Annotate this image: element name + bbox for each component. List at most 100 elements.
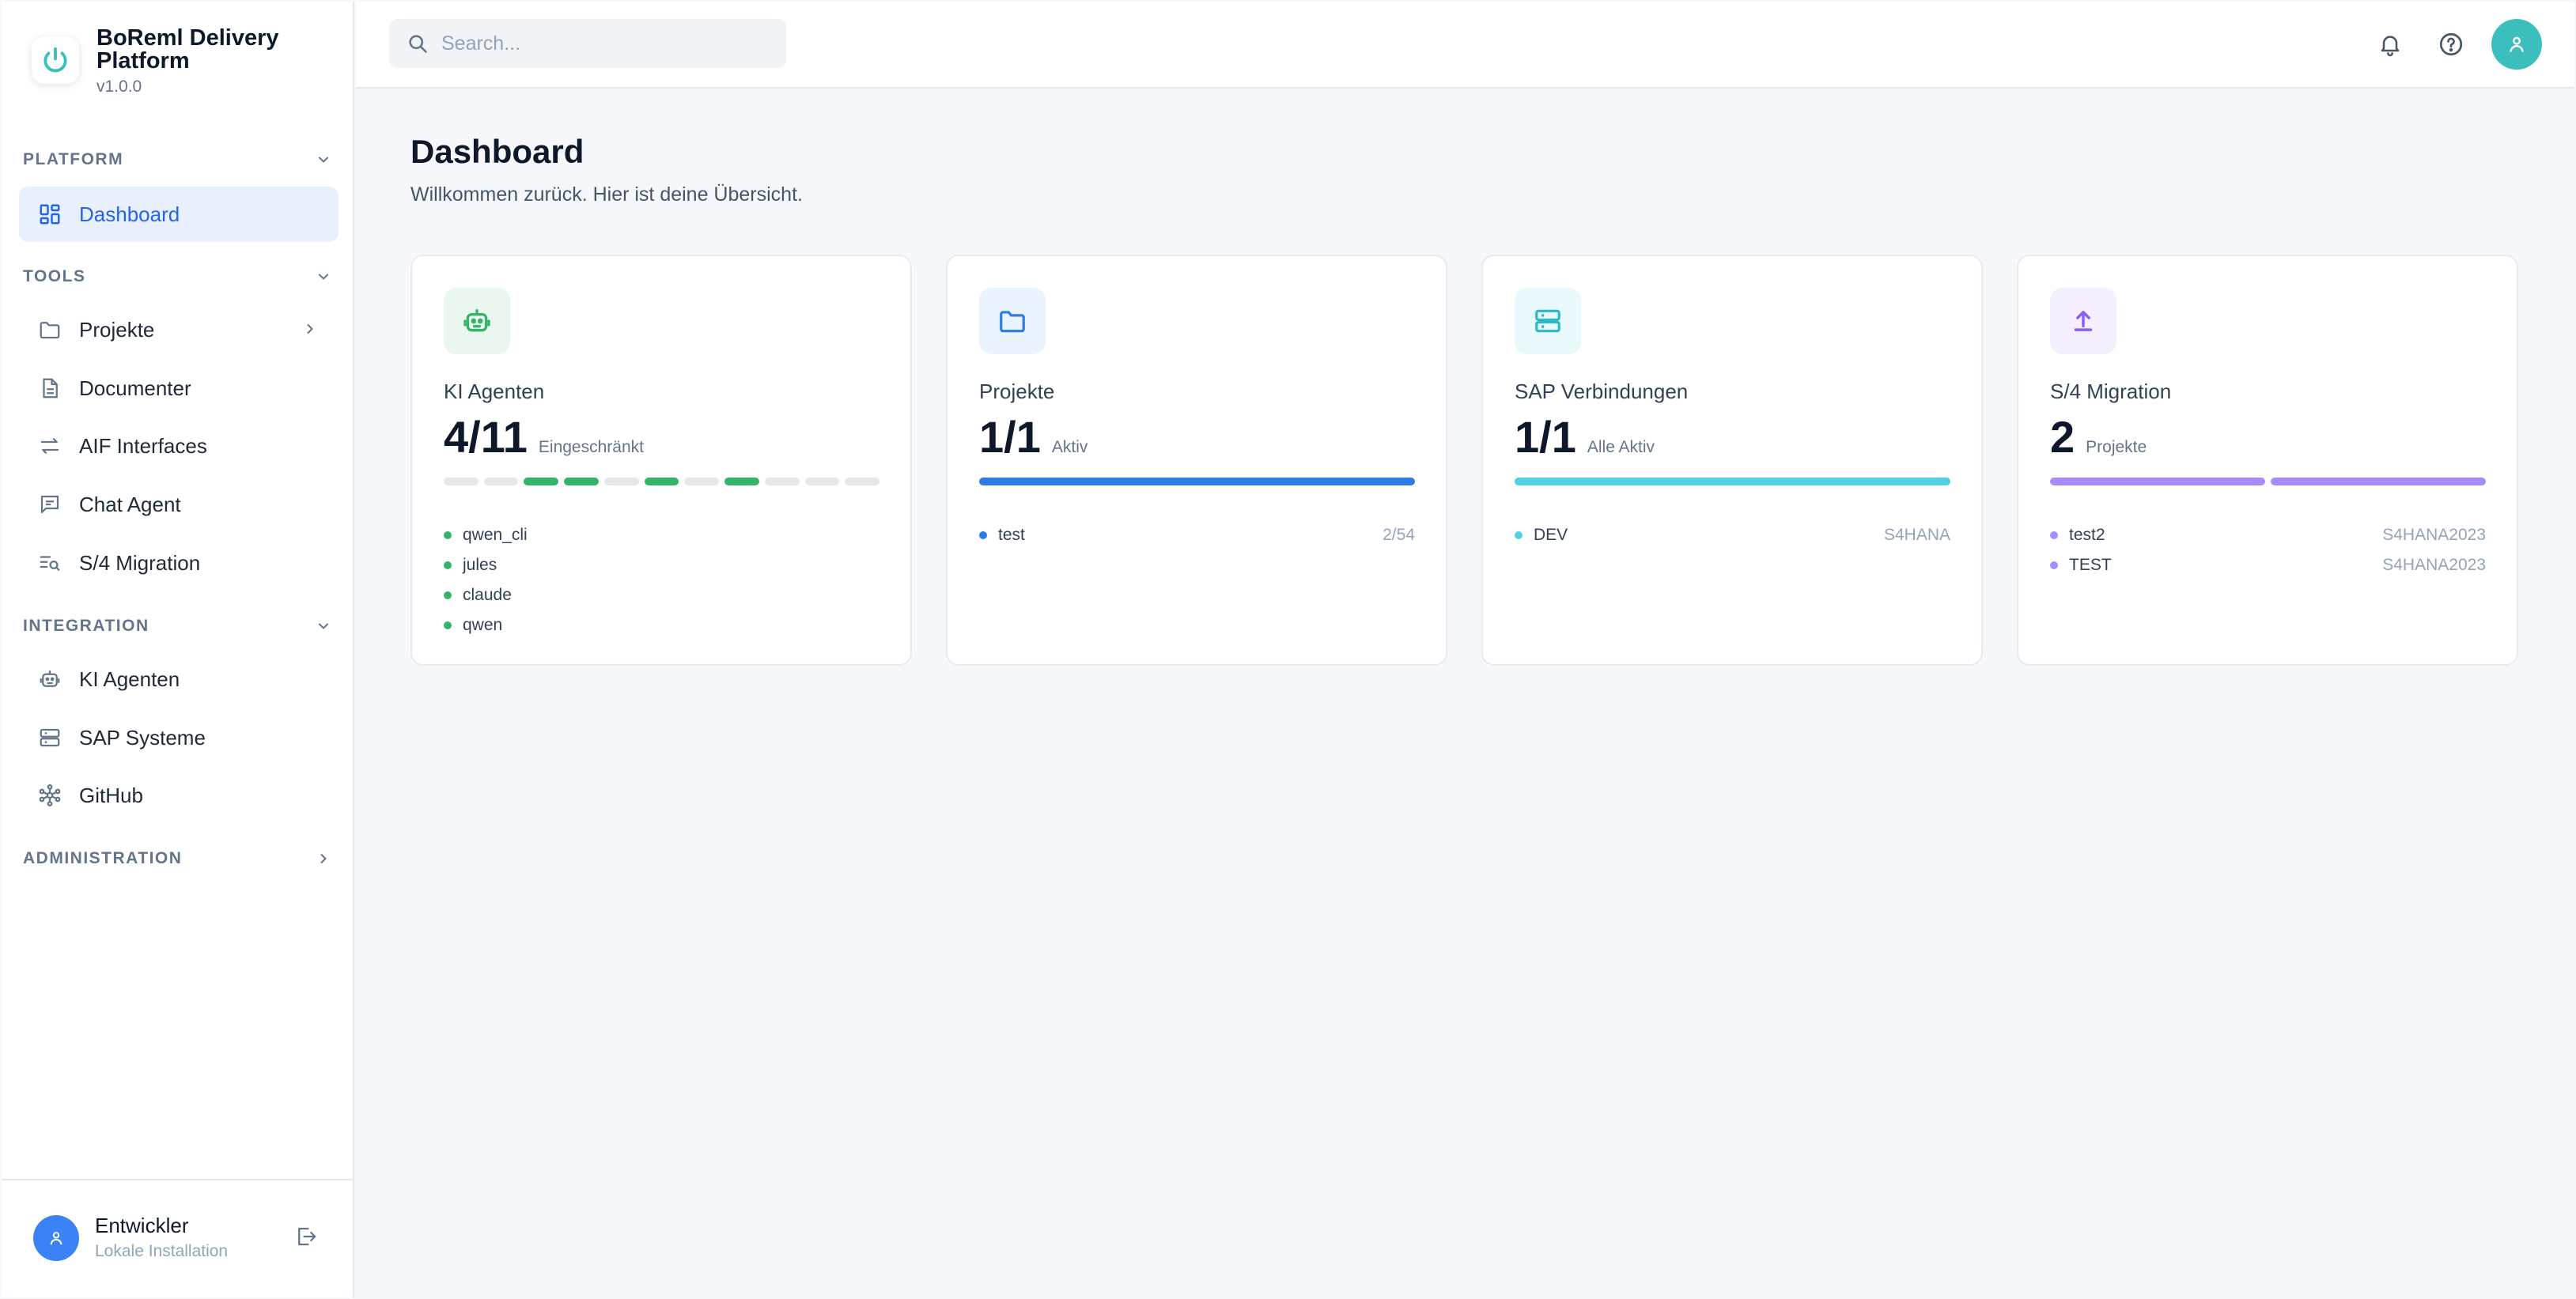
sidebar-item-s4-migration[interactable]: S/4 Migration [19,535,339,591]
status-dot [979,531,987,539]
chevron-down-icon [319,157,328,163]
sidebar-item-projekte[interactable]: Projekte [19,302,339,357]
section-administration-label: ADMINISTRATION [23,849,183,867]
section-tools-label: TOOLS [23,267,86,285]
list-item-name: TEST [2069,556,2112,574]
section-platform[interactable]: PLATFORM [23,150,331,169]
arrows-swap-icon [36,432,63,459]
list-item[interactable]: DEV S4HANA [1515,520,1950,550]
bar-segment [444,478,479,485]
logout-button[interactable] [294,1225,318,1252]
sidebar-item-label: GitHub [79,783,143,807]
list-item-name: qwen [463,616,503,634]
list-item-meta: S4HANA2023 [2382,526,2486,544]
upload-icon [2050,288,2116,354]
card-sap-verbindungen[interactable]: SAP Verbindungen 1/1 Alle Aktiv DEV S4HAN… [1481,255,1983,666]
list-item[interactable]: test2 S4HANA2023 [2050,520,2486,550]
progress-fill [1515,478,1950,485]
sidebar-item-sap-systeme[interactable]: SAP Systeme [19,710,339,765]
status-dot [444,591,452,599]
section-integration[interactable]: INTEGRATION [23,617,331,636]
help-icon [2439,32,2463,56]
card-s4-migration[interactable]: S/4 Migration 2 Projekte test2 S4HANA2023… [2017,255,2518,666]
segment-bar [444,478,880,485]
folder-icon [979,288,1046,354]
list-item[interactable]: qwen [444,610,879,640]
status-dot [2050,561,2058,569]
chevron-down-icon [319,274,328,280]
sidebar-item-github[interactable]: GitHub [19,768,339,823]
chevron-down-icon [319,623,328,629]
bar-segment [724,478,759,485]
brand-name: BoReml Delivery Platform [96,25,279,74]
bar-segment [644,478,679,485]
section-administration[interactable]: ADMINISTRATION [23,849,331,868]
sidebar-item-label: Dashboard [79,202,180,226]
sidebar-footer: Entwickler Lokale Installation [2,1179,353,1297]
notifications-button[interactable] [2376,30,2404,59]
sidebar: BoReml Delivery Platform v1.0.0 PLATFORM… [2,2,354,1297]
list-item-name: claude [463,586,512,604]
bell-icon [2381,36,2400,57]
brand[interactable]: BoReml Delivery Platform v1.0.0 [32,27,302,96]
help-button[interactable] [2437,30,2465,59]
bar-segment [524,478,559,485]
section-integration-label: INTEGRATION [23,617,149,635]
list-item-name: test [998,526,1025,544]
list-item-name: jules [463,556,497,574]
card-ki-agenten[interactable]: KI Agenten 4/11 Eingeschränkt qwen_cli ju… [410,255,912,666]
chevron-right-icon [307,324,313,334]
sidebar-item-label: Chat Agent [79,492,181,516]
sidebar-item-dashboard[interactable]: Dashboard [19,187,339,242]
sidebar-item-documenter[interactable]: Documenter [19,361,339,416]
sidebar-item-label: KI Agenten [79,666,180,691]
bar-segment [603,478,639,485]
folder-icon [36,316,63,343]
search-box[interactable] [389,19,786,68]
power-icon [32,36,79,84]
search-input[interactable] [441,32,774,55]
sidebar-item-aif-interfaces[interactable]: AIF Interfaces [19,418,339,474]
list-item-name: qwen_cli [463,526,528,544]
sidebar-item-chat-agent[interactable]: Chat Agent [19,477,339,532]
status-dot [2050,531,2058,539]
network-icon [36,782,63,809]
card-label: S/4 Migration [2050,380,2172,403]
profile-avatar[interactable] [2491,19,2542,70]
sidebar-item-label: SAP Systeme [79,725,206,750]
card-value: 2 Projekte [2050,411,2147,463]
topbar [356,2,2574,89]
card-metric: 2 [2050,412,2075,462]
sidebar-item-ki-agenten[interactable]: KI Agenten [19,651,339,707]
server-icon [1515,288,1581,354]
list-item[interactable]: jules [444,550,879,580]
list-item[interactable]: TEST S4HANA2023 [2050,550,2486,580]
robot-icon [444,288,510,354]
progress-fill [979,478,1415,485]
user-subtitle: Lokale Installation [95,1242,229,1260]
list-item-meta: S4HANA2023 [2382,556,2486,574]
list-item[interactable]: claude [444,580,879,610]
dashboard-icon [36,201,63,228]
section-tools[interactable]: TOOLS [23,267,331,286]
sidebar-item-label: S/4 Migration [79,550,201,575]
list-item-meta: 2/54 [1383,526,1415,544]
connection-list: DEV S4HANA [1515,520,1950,550]
list-item-name: DEV [1534,526,1568,544]
sidebar-item-label: Projekte [79,317,155,342]
progress-bar [979,478,1415,485]
user-avatar[interactable] [33,1215,79,1261]
status-dot [444,561,452,569]
list-item[interactable]: qwen_cli [444,520,879,550]
card-label: Projekte [979,380,1055,403]
chevron-right-icon [320,854,327,863]
page-subtitle: Willkommen zurück. Hier ist deine Übersi… [410,183,803,206]
server-icon [36,724,63,751]
bar-segment [804,478,840,485]
page-title: Dashboard [410,133,584,170]
status-dot [444,531,452,539]
card-projekte[interactable]: Projekte 1/1 Aktiv test 2/54 [946,255,1447,666]
sidebar-item-label: Documenter [79,376,191,400]
list-item[interactable]: test 2/54 [979,520,1415,550]
card-value: 1/1 Aktiv [979,411,1088,463]
